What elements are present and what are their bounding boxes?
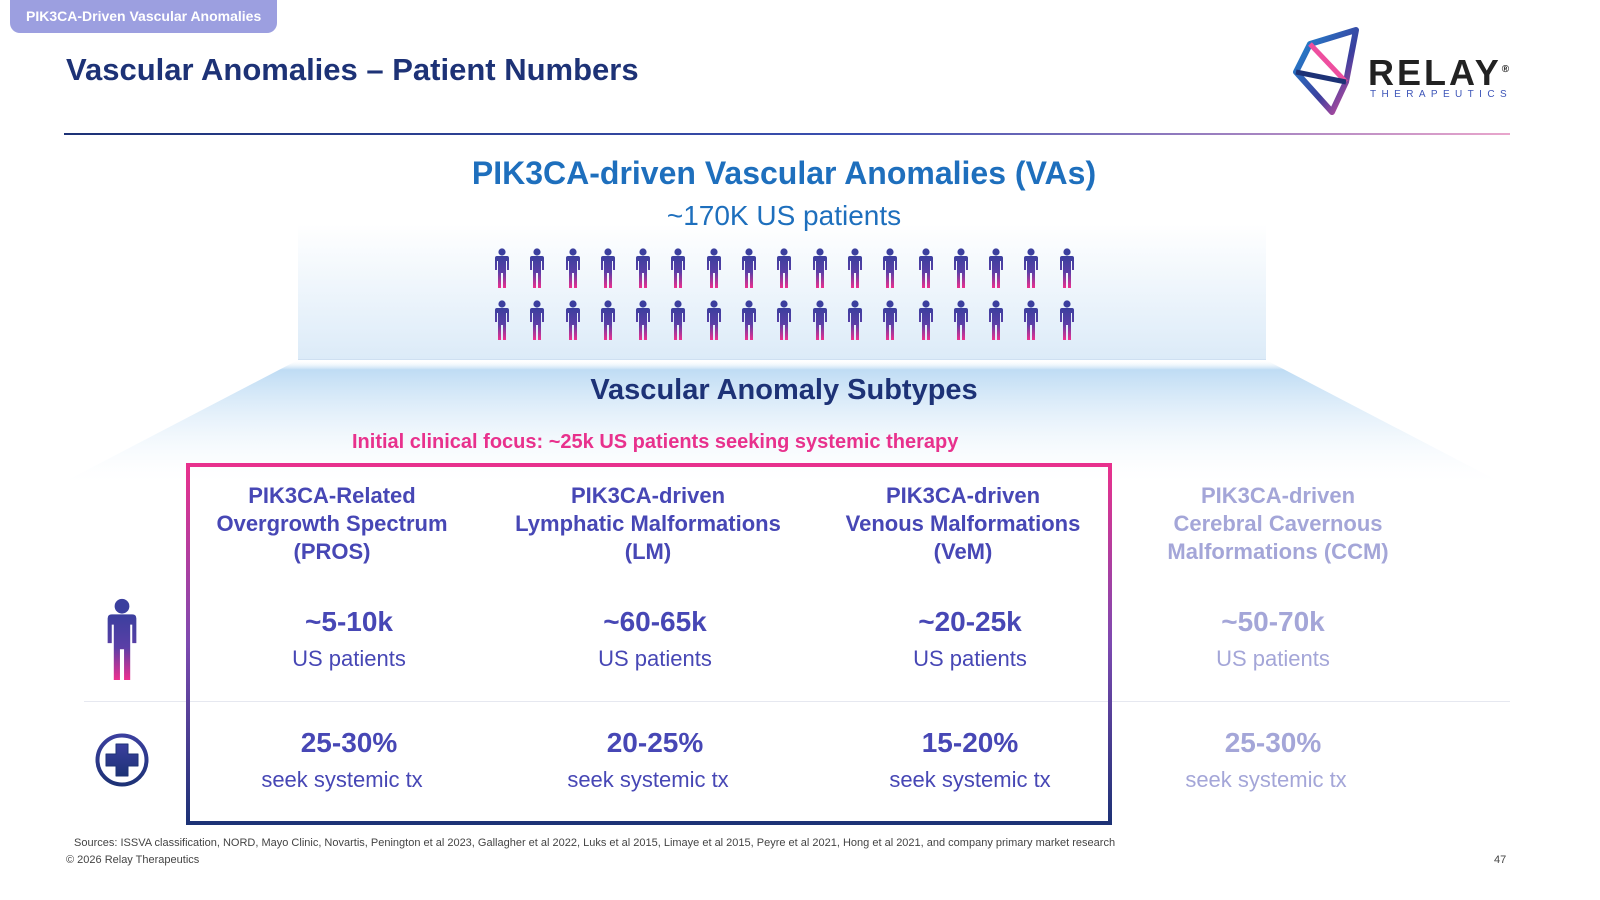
person-icon	[1057, 248, 1092, 288]
systemic-label: seek systemic tx	[261, 767, 423, 792]
patient-unit: US patients	[598, 646, 712, 671]
person-icon	[774, 248, 809, 288]
person-icon	[986, 300, 1021, 340]
copyright: © 2026 Relay Therapeutics	[66, 854, 200, 866]
medical-cross-icon	[94, 732, 150, 793]
section-tag: PIK3CA-Driven Vascular Anomalies	[10, 0, 278, 33]
person-icon	[810, 248, 845, 288]
person-icon	[527, 248, 562, 288]
patient-unit: US patients	[1216, 646, 1330, 671]
subtype-name: PIK3CA-driven Lymphatic Malformations (LM)	[515, 483, 781, 564]
page-number: 47	[1494, 854, 1507, 866]
person-icon	[668, 300, 703, 340]
systemic-percent: 15-20%	[921, 727, 1019, 758]
patient-crowd	[492, 248, 1092, 352]
person-icon	[527, 300, 562, 340]
systemic-label: seek systemic tx	[889, 767, 1051, 792]
person-icon	[774, 300, 809, 340]
person-icon	[492, 300, 527, 340]
person-icon	[633, 300, 668, 340]
person-icon	[845, 300, 880, 340]
subtype-name: PIK3CA-Related Overgrowth Spectrum (PROS)	[216, 483, 448, 564]
clinical-focus-box	[186, 463, 1112, 825]
patient-count: ~60-65k	[603, 606, 707, 637]
person-icon	[951, 300, 986, 340]
person-icon	[100, 598, 144, 685]
person-icon	[598, 300, 633, 340]
overview-title: PIK3CA-driven Vascular Anomalies (VAs)	[471, 155, 1097, 191]
person-icon	[704, 300, 739, 340]
systemic-percent: 20-25%	[606, 727, 704, 758]
systemic-label: seek systemic tx	[567, 767, 729, 792]
sources-note: Sources: ISSVA classification, NORD, May…	[74, 837, 1116, 849]
person-icon	[739, 300, 774, 340]
person-icon	[563, 248, 598, 288]
crowd-row	[492, 300, 1092, 352]
person-icon	[668, 248, 703, 288]
page-title: Vascular Anomalies – Patient Numbers	[66, 52, 639, 87]
patient-count: ~50-70k	[1221, 606, 1325, 637]
person-icon	[563, 300, 598, 340]
systemic-label: seek systemic tx	[1185, 767, 1347, 792]
clinical-focus-label: Initial clinical focus: ~25k US patients…	[352, 431, 959, 453]
person-icon	[916, 248, 951, 288]
person-icon	[880, 248, 915, 288]
title-divider	[64, 133, 1510, 135]
logo-subtitle: THERAPEUTICS	[1370, 89, 1513, 100]
patient-count: ~5-10k	[305, 606, 393, 637]
subtypes-heading: Vascular Anomaly Subtypes	[590, 374, 978, 406]
person-icon	[598, 248, 633, 288]
systemic-percent: 25-30%	[300, 727, 398, 758]
crowd-row	[492, 248, 1092, 300]
overview-subtitle: ~170K US patients	[666, 200, 902, 231]
subtype-name: PIK3CA-driven Venous Malformations (VeM)	[845, 483, 1081, 564]
person-icon	[1021, 300, 1056, 340]
person-icon	[633, 248, 668, 288]
systemic-percent: 25-30%	[1224, 727, 1322, 758]
relay-logo: RELAY® THERAPEUTICS	[1290, 24, 1530, 120]
person-icon	[986, 248, 1021, 288]
person-icon	[916, 300, 951, 340]
person-icon	[739, 248, 774, 288]
patient-unit: US patients	[913, 646, 1027, 671]
logo-wordmark: RELAY®	[1368, 52, 1513, 93]
person-icon	[704, 248, 739, 288]
relay-mark-icon	[1293, 27, 1359, 115]
person-icon	[1021, 248, 1056, 288]
subtype-name: PIK3CA-driven Cerebral Cavernous Malformat…	[1167, 483, 1389, 564]
patient-unit: US patients	[292, 646, 406, 671]
patient-count: ~20-25k	[918, 606, 1022, 637]
person-icon	[492, 248, 527, 288]
person-icon	[880, 300, 915, 340]
person-icon	[845, 248, 880, 288]
person-icon	[951, 248, 986, 288]
person-icon	[1057, 300, 1092, 340]
person-icon	[810, 300, 845, 340]
